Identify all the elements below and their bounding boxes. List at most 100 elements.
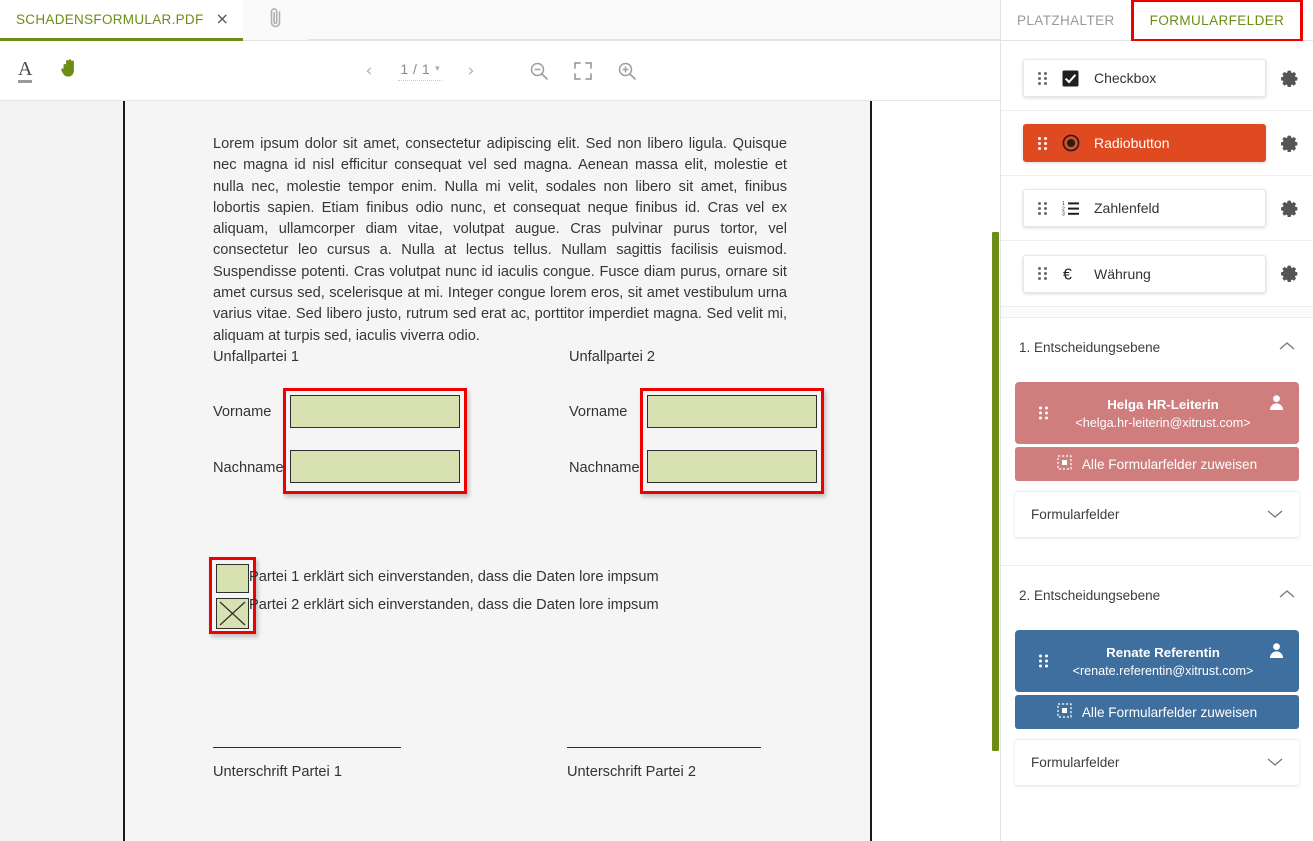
gear-icon[interactable]	[1280, 134, 1299, 153]
party2-heading: Unfallpartei 2	[569, 349, 655, 365]
assignee-name: Renate Referentin	[1106, 644, 1220, 660]
field-chip-waehrung[interactable]: € Währung	[1023, 254, 1266, 293]
close-icon[interactable]: ×	[215, 9, 229, 28]
viewer-toolbar: A ‹ 1 / 1 ▾ ›	[0, 41, 1000, 101]
document-tab-label: SCHADENSFORMULAR.PDF	[16, 11, 204, 27]
sidebar-content: Checkbox	[1001, 41, 1313, 841]
right-sidebar: PLATZHALTER FORMULARFELDER Checkbox	[1000, 0, 1313, 841]
field-group-party1[interactable]	[283, 388, 467, 494]
level-spacer	[1001, 537, 1313, 565]
field-group-party2[interactable]	[640, 388, 824, 494]
page-indicator-label: 1 / 1	[400, 60, 431, 77]
field-chip-checkbox[interactable]: Checkbox	[1023, 59, 1266, 97]
chevron-down-icon[interactable]	[1267, 506, 1283, 524]
sidebar-tab-bar: PLATZHALTER FORMULARFELDER	[1001, 0, 1313, 42]
field-chip-label: Checkbox	[1094, 70, 1157, 86]
consent-checkbox-2[interactable]	[216, 598, 249, 629]
paperclip-icon	[267, 6, 284, 35]
drag-handle-icon[interactable]	[1038, 267, 1047, 280]
field-type-row-radiobutton: Radiobutton	[1001, 111, 1313, 176]
euro-icon: €	[1061, 265, 1080, 283]
next-page-button[interactable]: ›	[467, 60, 475, 81]
vorname-input-1[interactable]	[290, 395, 460, 428]
nachname-input-2[interactable]	[647, 450, 817, 483]
drag-handle-icon[interactable]	[1038, 136, 1047, 150]
pdf-viewer: SCHADENSFORMULAR.PDF × A	[0, 0, 1000, 841]
tab-bar-filler	[307, 0, 1000, 40]
hand-tool-icon[interactable]	[58, 56, 82, 85]
form-fields-dropdown-label: Formularfelder	[1031, 755, 1120, 770]
decision-level-1-title: 1. Entscheidungsebene	[1019, 339, 1161, 355]
document-scrollbar[interactable]	[990, 101, 1000, 841]
field-chip-radiobutton[interactable]: Radiobutton	[1023, 124, 1266, 162]
svg-text:3: 3	[1062, 211, 1065, 216]
decision-level-2: 2. Entscheidungsebene Renate Referentin …	[1001, 566, 1313, 785]
number-list-icon: 1 2 3	[1061, 200, 1080, 216]
nachname-label-2: Nachname	[569, 460, 640, 476]
assign-fields-icon	[1057, 703, 1072, 721]
sidebar-section-separator	[1001, 306, 1313, 318]
field-chip-label: Radiobutton	[1094, 135, 1170, 151]
text-tool-icon[interactable]: A	[18, 59, 33, 83]
signature-label-1: Unterschrift Partei 1	[213, 764, 342, 780]
decision-level-2-header[interactable]: 2. Entscheidungsebene	[1015, 566, 1299, 624]
level-divider	[1001, 565, 1313, 566]
assignee-email: <renate.referentin@xitrust.com>	[1072, 663, 1254, 678]
fit-screen-icon[interactable]	[572, 60, 594, 82]
tab-formularfelder[interactable]: FORMULARFELDER	[1130, 0, 1304, 42]
pdf-page: Lorem ipsum dolor sit amet, consectetur …	[123, 101, 872, 841]
field-type-list: Checkbox	[1001, 41, 1313, 306]
assignee-card-level-2[interactable]: Renate Referentin <renate.referentin@xit…	[1015, 630, 1299, 692]
chevron-up-icon[interactable]	[1279, 588, 1295, 602]
page-indicator[interactable]: 1 / 1 ▾	[398, 60, 442, 81]
field-chip-label: Währung	[1094, 265, 1151, 282]
nachname-input-1[interactable]	[290, 450, 460, 483]
field-chip-zahlenfeld[interactable]: 1 2 3 Zahlenfeld	[1023, 189, 1266, 227]
radiobutton-icon	[1061, 134, 1080, 152]
zoom-out-icon[interactable]	[528, 60, 550, 82]
svg-text:1: 1	[1062, 201, 1065, 207]
drag-handle-icon[interactable]	[1038, 71, 1047, 85]
assign-all-fields-button-level-1[interactable]: Alle Formularfelder zuweisen	[1015, 447, 1299, 481]
form-fields-dropdown-level-1[interactable]: Formularfelder	[1015, 491, 1299, 537]
decision-level-2-title: 2. Entscheidungsebene	[1019, 587, 1161, 603]
document-tab[interactable]: SCHADENSFORMULAR.PDF ×	[0, 0, 243, 41]
svg-text:2: 2	[1062, 206, 1065, 212]
scrollbar-thumb[interactable]	[992, 232, 999, 751]
prev-page-button[interactable]: ‹	[365, 60, 373, 81]
x-mark-icon	[219, 601, 246, 626]
nachname-label-1: Nachname	[213, 460, 284, 476]
assign-all-fields-button-level-2[interactable]: Alle Formularfelder zuweisen	[1015, 695, 1299, 729]
drag-handle-icon[interactable]	[1039, 654, 1048, 668]
gear-icon[interactable]	[1280, 69, 1299, 88]
drag-handle-icon[interactable]	[1039, 406, 1048, 420]
person-icon	[1268, 394, 1285, 416]
field-group-checkboxes[interactable]	[209, 557, 256, 634]
attachment-tab[interactable]	[242, 0, 308, 41]
gear-icon[interactable]	[1280, 199, 1299, 218]
form-fields-dropdown-level-2[interactable]: Formularfelder	[1015, 739, 1299, 785]
vorname-label-1: Vorname	[213, 404, 272, 420]
assignee-card-level-1[interactable]: Helga HR-Leiterin <helga.hr-leiterin@xit…	[1015, 382, 1299, 444]
form-fields-dropdown-label: Formularfelder	[1031, 507, 1120, 522]
party1-heading: Unfallpartei 1	[213, 349, 299, 365]
assign-all-fields-label: Alle Formularfelder zuweisen	[1081, 704, 1258, 720]
assign-fields-icon	[1057, 455, 1072, 473]
chevron-up-icon[interactable]	[1279, 340, 1295, 354]
field-type-row-zahlenfeld: 1 2 3 Zahlenfeld	[1001, 176, 1313, 241]
chevron-down-icon[interactable]	[1267, 754, 1283, 772]
assign-all-fields-label: Alle Formularfelder zuweisen	[1081, 456, 1258, 472]
gear-icon[interactable]	[1280, 264, 1299, 283]
tab-platzhalter[interactable]: PLATZHALTER	[1017, 12, 1115, 28]
document-scroll-area[interactable]: Lorem ipsum dolor sit amet, consectetur …	[0, 101, 1000, 841]
consent-checkbox-1[interactable]	[216, 564, 249, 593]
field-chip-label: Zahlenfeld	[1094, 200, 1160, 216]
assignee-email: <helga.hr-leiterin@xitrust.com>	[1075, 415, 1251, 430]
zoom-in-icon[interactable]	[616, 60, 638, 82]
page-gutter-left	[0, 101, 123, 841]
decision-level-1-header[interactable]: 1. Entscheidungsebene	[1015, 318, 1299, 376]
vorname-input-2[interactable]	[647, 395, 817, 428]
document-body-text: Lorem ipsum dolor sit amet, consectetur …	[213, 136, 787, 344]
drag-handle-icon[interactable]	[1038, 201, 1047, 215]
